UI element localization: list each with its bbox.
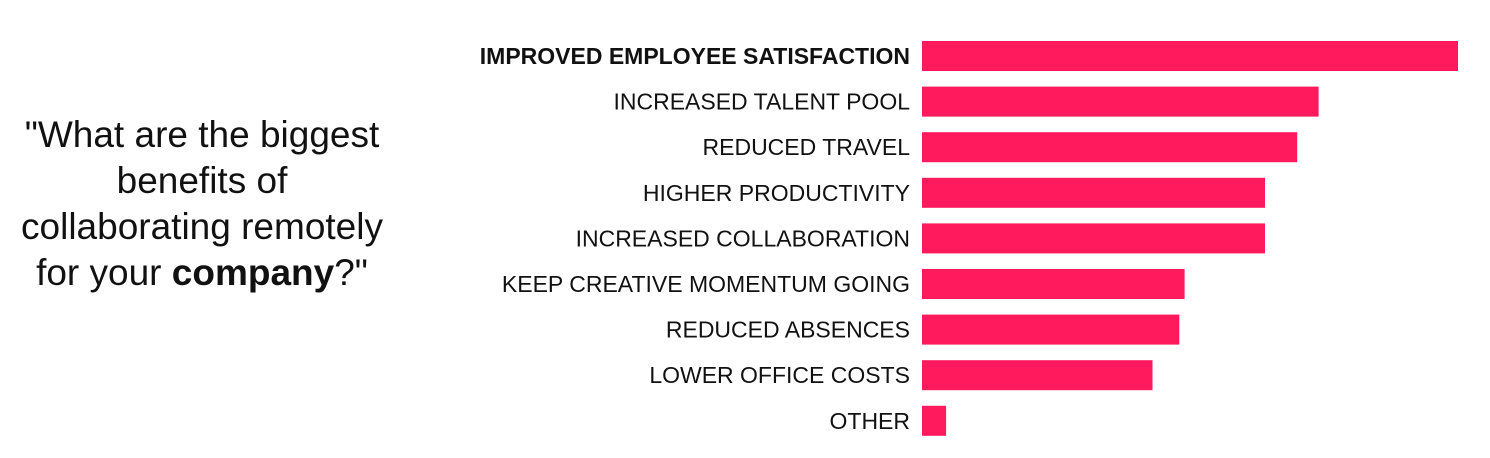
question-emphasis: company <box>171 252 335 293</box>
survey-question: "What are the biggest benefits of collab… <box>10 112 394 296</box>
category-label-6: REDUCED ABSENCES <box>666 317 910 343</box>
category-label-7: LOWER OFFICE COSTS <box>649 362 910 388</box>
category-label-3: HIGHER PRODUCTIVITY <box>643 180 910 206</box>
bar-1 <box>922 86 1319 117</box>
bar-4 <box>922 223 1265 254</box>
category-label-0: IMPROVED EMPLOYEE SATISFACTION <box>480 43 910 69</box>
category-label-5: KEEP CREATIVE MOMENTUM GOING <box>502 271 910 297</box>
bar-3 <box>922 177 1265 208</box>
category-label-1: INCREASED TALENT POOL <box>613 89 910 115</box>
bar-5 <box>922 269 1185 299</box>
bar-6 <box>922 314 1180 345</box>
bar-0 <box>922 41 1458 71</box>
category-label-8: OTHER <box>830 408 911 434</box>
category-label-4: INCREASED COLLABORATION <box>576 225 910 251</box>
question-text: "What are the biggest benefits of collab… <box>21 114 383 293</box>
bar-8 <box>922 405 947 436</box>
bar-2 <box>922 132 1298 163</box>
bar-7 <box>922 360 1153 391</box>
category-label-2: REDUCED TRAVEL <box>703 134 911 160</box>
question-text-end: ?" <box>334 252 368 293</box>
